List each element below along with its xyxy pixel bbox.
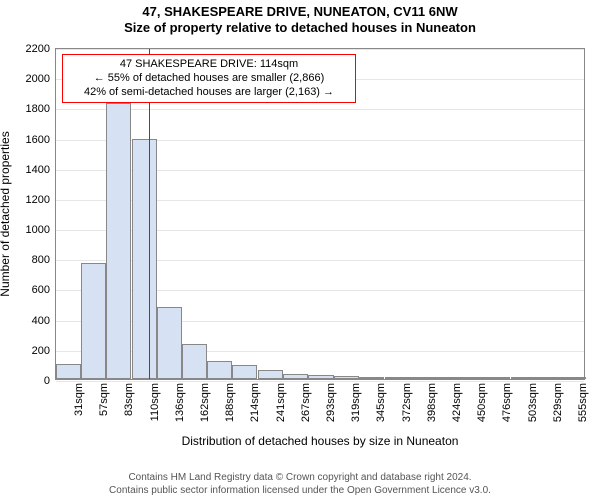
- bar: [157, 307, 182, 379]
- bar: [308, 375, 333, 379]
- y-tick-label: 1000: [26, 224, 50, 236]
- x-tick-label: 57sqm: [98, 383, 110, 416]
- chart-title: 47, SHAKESPEARE DRIVE, NUNEATON, CV11 6N…: [0, 0, 600, 35]
- y-tick-label: 2000: [26, 73, 50, 85]
- x-tick-label: 31sqm: [73, 383, 85, 416]
- bar: [106, 103, 131, 379]
- annotation-line-1: ← 55% of detached houses are smaller (2,…: [69, 72, 349, 86]
- x-tick-label: 267sqm: [300, 383, 312, 422]
- grid-line: [56, 109, 584, 110]
- y-tick-label: 2200: [26, 43, 50, 55]
- bar: [182, 344, 207, 379]
- x-tick-label: 293sqm: [325, 383, 337, 422]
- x-tick-label: 345sqm: [375, 383, 387, 422]
- footer-line2: Contains public sector information licen…: [0, 485, 600, 498]
- bar: [460, 377, 485, 379]
- x-tick-label: 162sqm: [199, 383, 211, 422]
- bar: [410, 377, 435, 379]
- x-tick-label: 83sqm: [123, 383, 135, 416]
- title-line2: Size of property relative to detached ho…: [0, 20, 600, 36]
- bar: [283, 374, 308, 379]
- grid-line: [56, 381, 584, 382]
- footer-line1: Contains HM Land Registry data © Crown c…: [0, 472, 600, 485]
- bar: [435, 377, 460, 379]
- y-tick-label: 400: [32, 315, 50, 327]
- y-tick-label: 1200: [26, 194, 50, 206]
- y-tick-label: 1800: [26, 103, 50, 115]
- x-tick-label: 372sqm: [401, 383, 413, 422]
- x-tick-label: 319sqm: [350, 383, 362, 422]
- bar: [207, 361, 232, 379]
- grid-line: [56, 49, 584, 50]
- y-tick-label: 0: [44, 375, 50, 387]
- x-tick-label: 241sqm: [275, 383, 287, 422]
- x-tick-label: 136sqm: [174, 383, 186, 422]
- bar: [56, 364, 81, 379]
- bar: [536, 377, 561, 379]
- bar: [385, 377, 410, 379]
- annotation-line-0: 47 SHAKESPEARE DRIVE: 114sqm: [69, 58, 349, 72]
- x-tick-label: 398sqm: [426, 383, 438, 422]
- footer: Contains HM Land Registry data © Crown c…: [0, 472, 600, 497]
- x-tick-label: 424sqm: [451, 383, 463, 422]
- bar: [485, 377, 510, 379]
- bar: [232, 365, 257, 379]
- annotation-box: 47 SHAKESPEARE DRIVE: 114sqm ← 55% of de…: [62, 54, 356, 103]
- x-tick-label: 529sqm: [552, 383, 564, 422]
- bar: [359, 377, 384, 379]
- bar: [334, 376, 359, 379]
- y-tick-label: 1600: [26, 134, 50, 146]
- y-tick-label: 1400: [26, 164, 50, 176]
- y-tick-label: 800: [32, 254, 50, 266]
- x-tick-label: 503sqm: [527, 383, 539, 422]
- bar: [258, 370, 283, 379]
- x-tick-label: 110sqm: [149, 383, 161, 421]
- x-tick-label: 476sqm: [501, 383, 513, 422]
- x-axis-label: Distribution of detached houses by size …: [182, 434, 459, 448]
- x-tick-label: 214sqm: [249, 383, 261, 422]
- y-tick-label: 200: [32, 345, 50, 357]
- x-tick-label: 555sqm: [577, 383, 589, 422]
- y-tick-label: 600: [32, 284, 50, 296]
- bar: [81, 263, 106, 379]
- chart-container: { "title": { "line1": "47, SHAKESPEARE D…: [0, 0, 600, 500]
- bar: [132, 139, 157, 379]
- x-tick-label: 188sqm: [224, 383, 236, 422]
- bar: [511, 377, 536, 379]
- title-line1: 47, SHAKESPEARE DRIVE, NUNEATON, CV11 6N…: [0, 4, 600, 20]
- annotation-line-2: 42% of semi-detached houses are larger (…: [69, 86, 349, 100]
- x-tick-label: 450sqm: [476, 383, 488, 422]
- y-axis-label: Number of detached properties: [0, 131, 12, 296]
- bar: [561, 377, 586, 379]
